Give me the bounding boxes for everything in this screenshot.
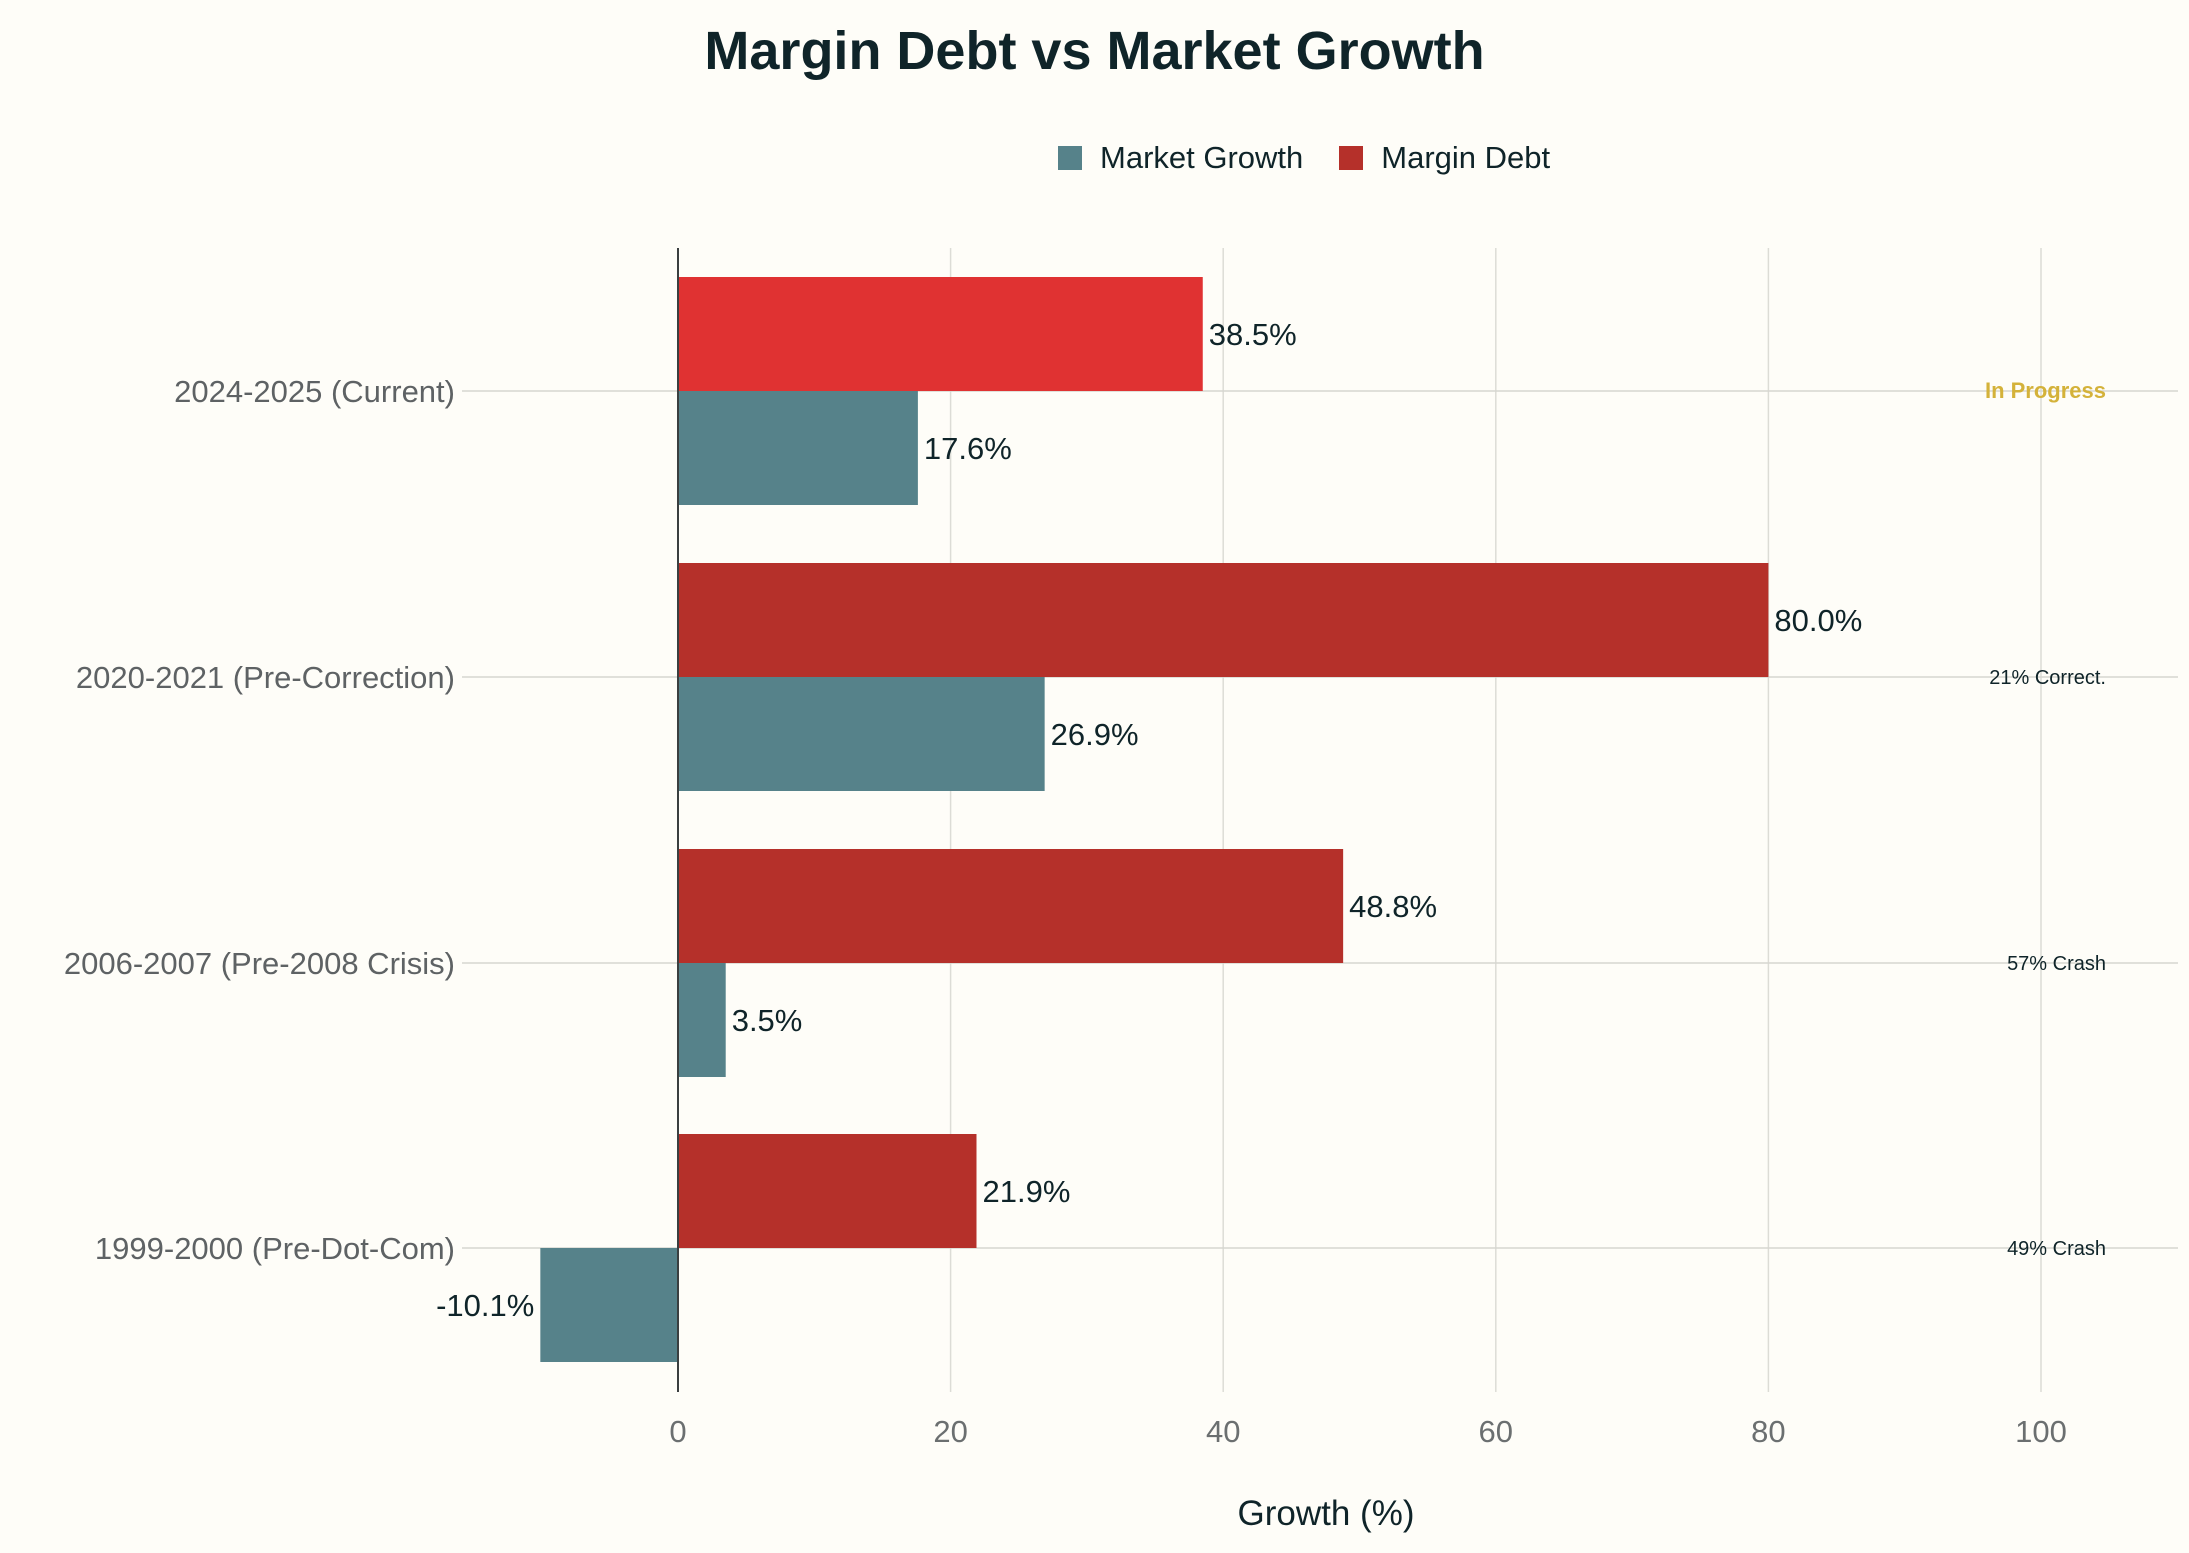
x-axis-title: Growth (%) [1238, 1494, 1415, 1533]
y-tick-label: 2024-2025 (Current) [174, 374, 455, 409]
data-label: 17.6% [924, 431, 1012, 466]
annotation: 21% Correct. [1989, 667, 2106, 689]
legend-swatch [1339, 146, 1364, 170]
y-tick-label: 1999-2000 (Pre-Dot-Com) [95, 1231, 455, 1266]
data-label: 26.9% [1051, 717, 1139, 752]
legend: Market Growth Margin Debt [1058, 140, 1550, 176]
x-tick-label: 60 [1479, 1414, 1513, 1449]
annotation: In Progress [1985, 378, 2106, 403]
bar-market-growth [678, 677, 1045, 791]
y-tick-label: 2020-2021 (Pre-Correction) [76, 660, 455, 695]
x-tick-label: 100 [2015, 1414, 2067, 1449]
bar-margin-debt [678, 1134, 977, 1248]
bar-margin-debt [678, 277, 1203, 391]
data-label: -10.1% [436, 1288, 534, 1323]
bar-margin-debt [678, 849, 1344, 963]
legend-label: Market Growth [1100, 140, 1304, 175]
legend-swatch [1058, 146, 1082, 170]
bar-market-growth [678, 963, 726, 1077]
legend-item-margin-debt[interactable]: Margin Debt [1339, 140, 1550, 176]
x-tick-label: 0 [669, 1414, 686, 1449]
y-tick-label: 2006-2007 (Pre-2008 Crisis) [64, 946, 455, 981]
bar-market-growth [678, 391, 918, 505]
bar-margin-debt [678, 563, 1769, 677]
data-label: 48.8% [1349, 889, 1437, 924]
x-tick-label: 40 [1206, 1414, 1240, 1449]
legend-label: Margin Debt [1381, 140, 1551, 175]
x-tick-label: 20 [933, 1414, 967, 1449]
chart-title: Margin Debt vs Market Growth [704, 21, 1485, 81]
data-label: 21.9% [982, 1174, 1070, 1209]
legend-item-market-growth[interactable]: Market Growth [1058, 140, 1303, 176]
data-label: 80.0% [1774, 603, 1862, 638]
x-tick-label: 80 [1751, 1414, 1785, 1449]
data-label: 38.5% [1209, 317, 1297, 352]
data-label: 3.5% [732, 1003, 803, 1038]
bar-market-growth [540, 1248, 678, 1362]
annotation: 57% Crash [2007, 953, 2106, 975]
annotation: 49% Crash [2007, 1238, 2106, 1260]
